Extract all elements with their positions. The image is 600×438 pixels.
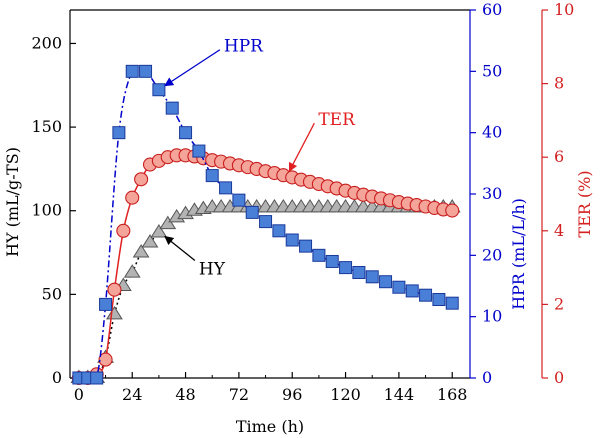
hpr-point <box>245 205 259 219</box>
ter-y-tick-label: 4 <box>554 221 564 240</box>
ter-y-tick-label: 8 <box>554 74 564 93</box>
x-tick-label: 168 <box>437 385 468 404</box>
hy-point <box>132 244 150 258</box>
annotation-hpr: HPR <box>164 37 264 87</box>
hpr-y-tick-label: 30 <box>482 184 502 203</box>
hpr-point <box>165 101 179 115</box>
x-tick-label: 120 <box>330 385 361 404</box>
hpr-point <box>392 280 406 294</box>
annotation-ter: TER <box>288 110 356 173</box>
left-y-axis-title: HY (mL/g-TS) <box>3 147 22 257</box>
hy-point <box>141 234 159 248</box>
x-tick-label: 144 <box>384 385 415 404</box>
hy-point <box>150 224 168 238</box>
hpr-point <box>312 248 326 262</box>
ter-point <box>98 352 113 367</box>
hpr-y-axis-title: HPR (mL/L/h) <box>509 198 528 310</box>
hpr-point <box>299 239 313 253</box>
hpr-point <box>139 64 153 78</box>
series-ter <box>71 148 460 386</box>
hpr-point <box>219 181 233 195</box>
hpr-y-tick-label: 40 <box>482 123 502 142</box>
series-line-ter <box>78 154 453 380</box>
x-tick-label: 72 <box>229 385 249 404</box>
hpr-point <box>352 266 366 280</box>
annotation-hy: HY <box>164 235 226 279</box>
ter-point <box>107 282 122 297</box>
annotation-arrow <box>164 235 196 261</box>
ter-y-axis-title: TER (%) <box>575 170 594 237</box>
annotation-layer: HPR TER HY <box>164 37 356 279</box>
x-tick-label: 0 <box>74 385 84 404</box>
annotation-label: TER <box>318 110 356 130</box>
hpr-point <box>432 292 446 306</box>
hpr-point <box>99 297 113 311</box>
hpr-point <box>445 296 459 310</box>
hpr-point <box>112 126 126 140</box>
ter-y-tick-label: 2 <box>554 294 564 313</box>
hpr-point <box>325 254 339 268</box>
ter-y-tick-label: 0 <box>554 368 564 387</box>
hpr-y-tick-label: 60 <box>482 0 502 19</box>
series-hpr <box>72 64 459 385</box>
x-tick-label: 24 <box>122 385 142 404</box>
hy-point <box>123 264 141 278</box>
hpr-point <box>272 224 286 238</box>
left-y-tick-label: 100 <box>31 201 62 220</box>
ter-point <box>116 223 131 238</box>
annotation-arrow <box>288 122 315 173</box>
hpr-point <box>419 288 433 302</box>
ter-point <box>445 203 460 218</box>
hpr-point <box>365 270 379 284</box>
hpr-point <box>179 126 193 140</box>
annotation-label: HPR <box>224 37 264 57</box>
hpr-point <box>192 144 206 158</box>
ter-point <box>134 172 149 187</box>
hpr-y-tick-label: 20 <box>482 245 502 264</box>
annotation-label: HY <box>199 259 226 279</box>
hpr-y-tick-label: 0 <box>482 368 492 387</box>
hpr-point <box>90 371 104 385</box>
hpr-y-tick-label: 10 <box>482 307 502 326</box>
series-layer <box>70 64 461 386</box>
left-y-tick-label: 50 <box>42 284 62 303</box>
hpr-point <box>125 64 139 78</box>
left-y-tick-label: 0 <box>52 368 62 387</box>
hpr-point <box>339 261 353 275</box>
hpr-y-tick-label: 50 <box>482 61 502 80</box>
hpr-point <box>405 284 419 298</box>
ter-y-tick-label: 6 <box>554 147 564 166</box>
hpr-point <box>259 215 273 229</box>
hpr-point <box>379 275 393 289</box>
x-axis-title: Time (h) <box>236 417 304 436</box>
hpr-point <box>232 193 246 207</box>
hpr-point <box>285 233 299 247</box>
ter-y-tick-label: 10 <box>554 0 574 19</box>
annotation-arrow <box>164 49 221 87</box>
ter-point <box>125 190 140 205</box>
hy-point <box>159 215 177 230</box>
left-y-tick-label: 150 <box>31 117 62 136</box>
x-tick-label: 48 <box>175 385 195 404</box>
hpr-point <box>205 169 219 183</box>
x-tick-label: 96 <box>282 385 302 404</box>
hpr-point <box>152 83 166 97</box>
left-y-tick-label: 200 <box>31 33 62 52</box>
